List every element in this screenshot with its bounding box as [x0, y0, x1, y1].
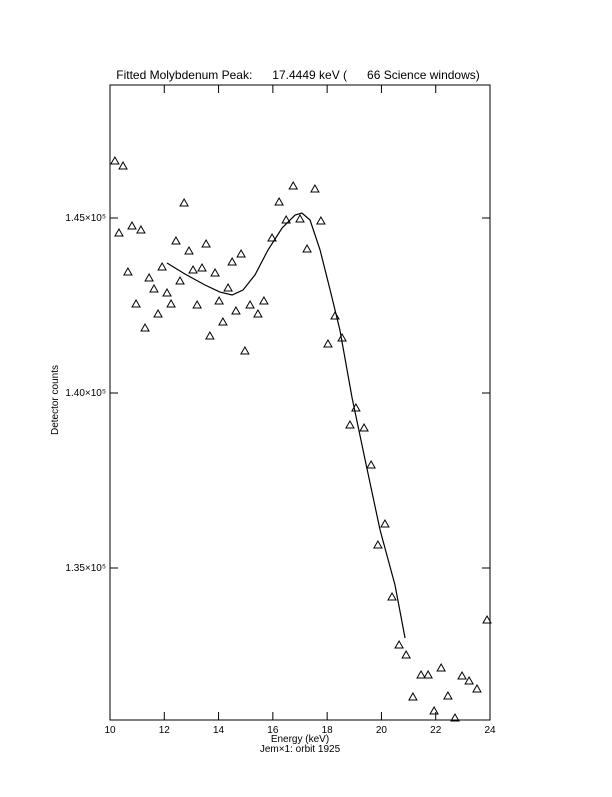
- data-point: [310, 184, 320, 193]
- data-point: [253, 308, 263, 318]
- subtitle: Jem×1: orbit 1925: [260, 744, 341, 755]
- data-point: [210, 268, 220, 277]
- data-point: [416, 669, 426, 679]
- y-tick-label: 1.35×10⁵: [65, 563, 106, 574]
- data-point: [274, 196, 284, 206]
- data-point: [429, 705, 439, 715]
- x-tick-label: 22: [430, 725, 442, 736]
- data-point: [330, 310, 340, 320]
- data-point: [214, 296, 224, 305]
- data-point: [123, 266, 133, 276]
- data-point: [131, 299, 141, 308]
- data-point: [436, 662, 447, 672]
- data-point: [316, 216, 326, 225]
- data-point: [482, 614, 492, 624]
- data-point: [136, 224, 146, 234]
- data-point: [110, 156, 120, 165]
- data-point: [288, 181, 299, 190]
- plot-frame: [109, 84, 491, 721]
- data-point: [366, 460, 376, 469]
- y-tick-label: 1.45×10⁵: [65, 213, 106, 224]
- data-point: [197, 263, 207, 272]
- data-point: [153, 308, 163, 318]
- data-point: [118, 161, 128, 170]
- data-point: [302, 244, 312, 253]
- data-point: [201, 238, 211, 248]
- x-tick-label: 14: [213, 725, 225, 736]
- data-point: [373, 539, 383, 549]
- data-point: [464, 676, 474, 685]
- data-point: [472, 683, 482, 693]
- y-tick-label: 1.40×10⁵: [65, 388, 106, 399]
- data-point: [387, 592, 397, 601]
- data-point: [259, 296, 269, 305]
- data-point: [240, 345, 250, 355]
- data-point: [345, 420, 355, 429]
- data-point: [457, 670, 467, 680]
- data-point: [205, 331, 215, 340]
- data-point: [408, 691, 418, 701]
- data-point: [192, 300, 202, 309]
- data-point: [231, 306, 241, 315]
- data-point: [114, 228, 124, 237]
- data-point: [281, 215, 292, 224]
- x-tick-label: 18: [322, 725, 334, 736]
- x-axis-label: Energy (keV): [271, 734, 329, 745]
- data-point: [188, 265, 198, 274]
- data-point: [179, 198, 189, 207]
- data-point: [227, 257, 238, 266]
- data-point: [218, 317, 228, 326]
- data-point: [245, 300, 255, 309]
- x-tick-label: 10: [104, 725, 116, 736]
- data-point: [323, 338, 333, 348]
- data-point: [171, 236, 181, 245]
- fit-line: [166, 212, 406, 639]
- data-point: [184, 245, 194, 255]
- data-point: [359, 422, 369, 432]
- chart-title: Fitted Molybdenum Peak: 17.4449 keV ( 66…: [116, 68, 480, 82]
- x-tick-label: 20: [376, 725, 388, 736]
- data-point: [223, 282, 233, 292]
- data-point: [394, 639, 404, 649]
- x-tick-label: 12: [159, 725, 171, 736]
- data-point: [401, 649, 411, 659]
- data-point: [236, 249, 246, 258]
- data-point: [450, 712, 460, 722]
- y-axis-label: Detector counts: [50, 365, 61, 435]
- data-point: [149, 284, 159, 293]
- data-point: [175, 275, 185, 285]
- data-point: [157, 261, 167, 271]
- data-point: [140, 322, 150, 332]
- data-point: [166, 299, 176, 308]
- data-point: [295, 214, 305, 223]
- data-point: [144, 273, 154, 282]
- x-tick-label: 24: [484, 725, 496, 736]
- data-point: [423, 669, 433, 679]
- x-tick-label: 16: [267, 725, 279, 736]
- data-point: [162, 287, 172, 297]
- data-point: [127, 221, 137, 230]
- data-point: [443, 690, 453, 700]
- data-point: [267, 233, 277, 242]
- data-point: [380, 518, 390, 528]
